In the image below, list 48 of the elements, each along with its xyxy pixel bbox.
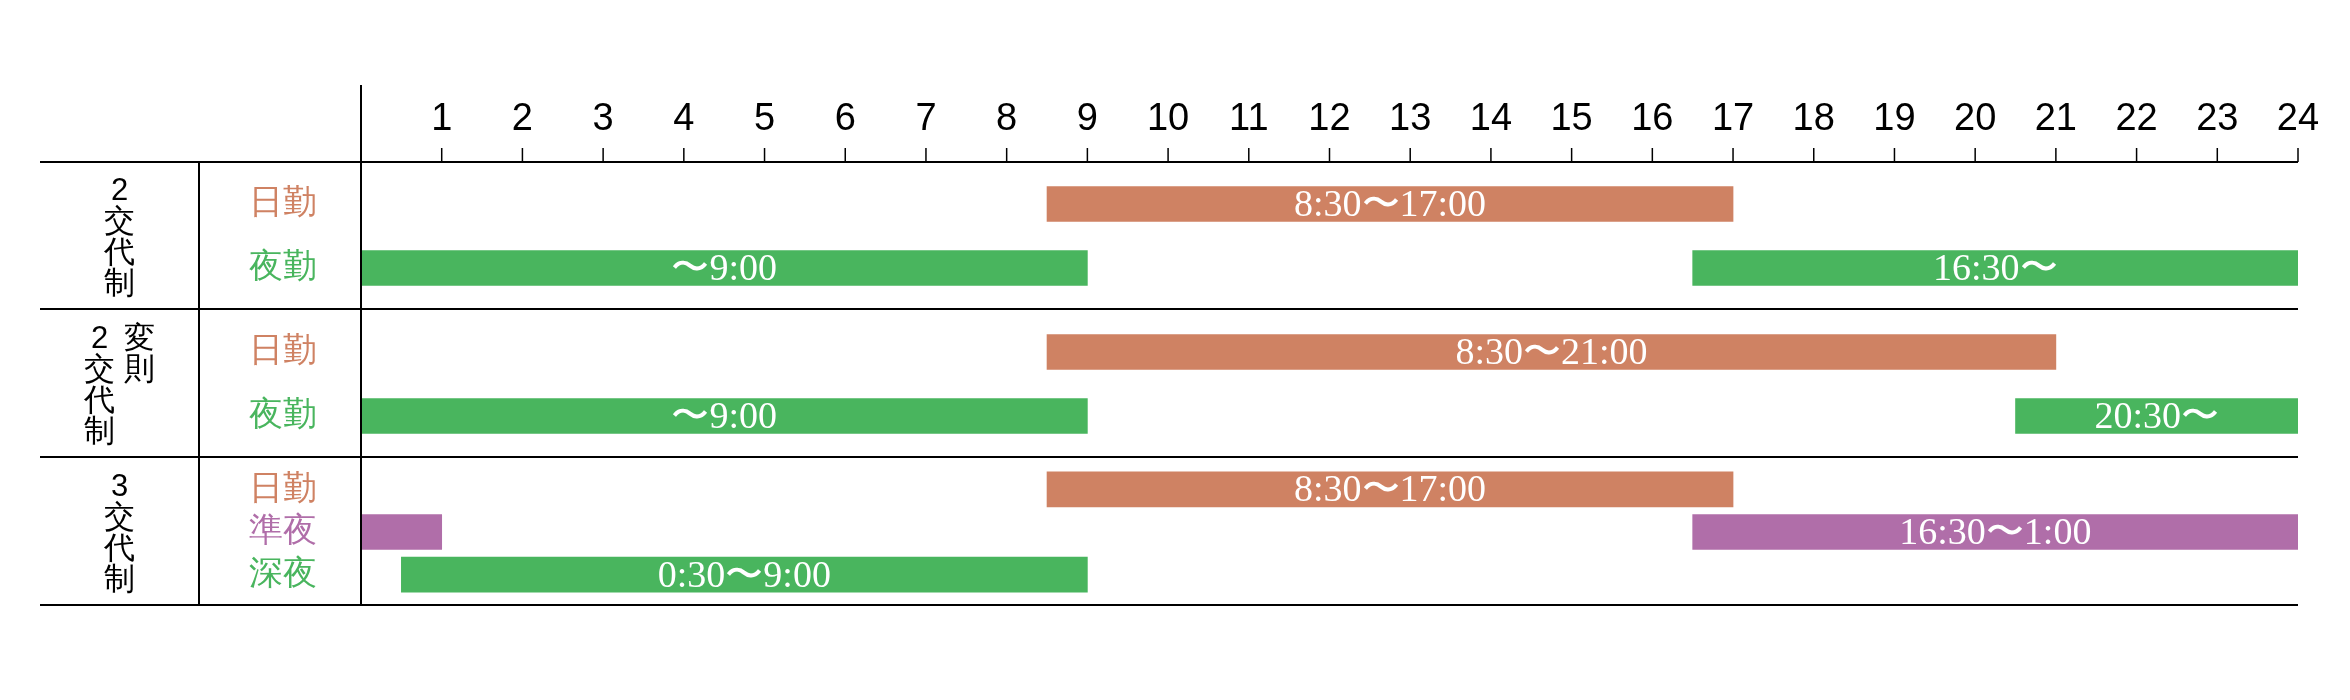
text: 変則 2交代制: [84, 320, 155, 448]
y-tick-label: 日勤: [249, 330, 317, 369]
y-tick-label: 準夜: [249, 510, 317, 549]
x-tick-label: 10: [1146, 95, 1190, 138]
x-tick-label: 8: [996, 95, 1018, 138]
x-tick-label: 4: [673, 95, 695, 138]
x-tick-label: 7: [915, 95, 937, 138]
x-tick-label: 18: [1792, 95, 1835, 138]
x-tick-label: 23: [2196, 95, 2239, 138]
data-label: 〜9:00: [671, 245, 777, 288]
x-tick-label: 21: [2034, 95, 2078, 138]
data-label: 16:30〜: [1933, 245, 2058, 288]
x-tick-label: 1: [431, 95, 453, 138]
x-tick-label: 15: [1550, 95, 1593, 138]
x-tick-label: 14: [1469, 95, 1513, 138]
x-tick-label: 12: [1308, 95, 1351, 138]
x-tick-label: 13: [1389, 95, 1432, 138]
x-tick-label: 19: [1873, 95, 1916, 138]
x-tick-label: 3: [592, 95, 614, 138]
y-tick-label: 日勤: [249, 467, 317, 506]
x-tick-label: 16: [1631, 95, 1674, 138]
data-label: 0:30〜9:00: [657, 552, 831, 595]
data-label: 20:30〜: [2094, 393, 2220, 436]
data-label: 〜9:00: [671, 393, 777, 436]
x-tick-label: 24: [2276, 95, 2320, 138]
data-label: 16:30〜1:00: [1899, 509, 2092, 552]
x-tick-label: 11: [1229, 95, 1269, 138]
text: 3交代制: [104, 468, 135, 596]
y-tick-label: 日勤: [249, 182, 317, 221]
bar: [1046, 471, 1734, 508]
data-label: 8:30〜21:00: [1455, 329, 1648, 372]
x-tick-label: 6: [834, 95, 856, 138]
x-tick-label: 5: [753, 95, 776, 138]
x-tick-label: 2: [511, 95, 533, 138]
text: 2交代制: [104, 172, 135, 300]
y-tick-label: 夜勤: [249, 246, 317, 285]
x-tick-label: 9: [1076, 95, 1098, 138]
x-tick-label: 20: [1954, 95, 1997, 138]
data-label: 8:30〜17:00: [1293, 181, 1487, 224]
bar: [401, 556, 1088, 593]
y-tick-label: 深夜: [249, 553, 317, 592]
bar: [1692, 514, 2298, 550]
y-tick-label: 夜勤: [249, 394, 317, 433]
x-tick-label: 17: [1711, 95, 1755, 138]
data-label: 8:30〜17:00: [1293, 467, 1487, 510]
x-tick-label: 22: [2115, 95, 2158, 138]
bar: [1046, 186, 1734, 222]
bar: [1692, 250, 2298, 286]
